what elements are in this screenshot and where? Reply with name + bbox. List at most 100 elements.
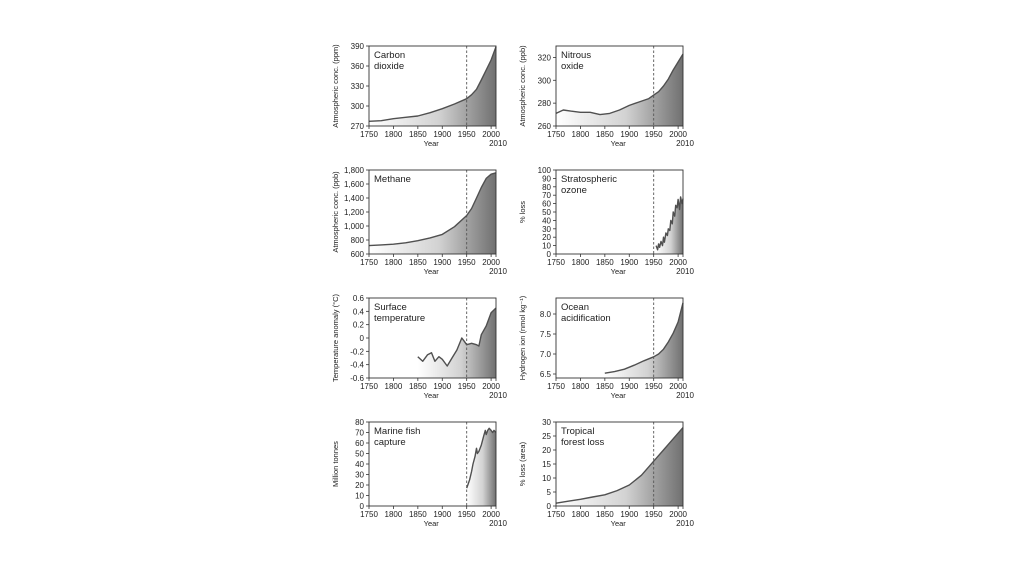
y-tick-label: 10 [355, 492, 364, 501]
x-axis-label: Year [611, 139, 627, 148]
y-tick-label: 0 [360, 334, 365, 343]
x-tick-label: 1750 [547, 382, 565, 391]
y-tick-label: 10 [542, 474, 551, 483]
chart-title: Ocean acidification [561, 302, 611, 324]
y-tick-label: 20 [542, 233, 551, 242]
y-tick-label: 100 [538, 166, 552, 175]
x-tick-label: 1800 [385, 510, 403, 519]
x-tick-label: 1950 [645, 510, 663, 519]
x-axis-label: Year [611, 391, 627, 400]
x-tick-label: 2000 [482, 130, 500, 139]
x-tick-label: 1950 [458, 258, 476, 267]
series-line [466, 427, 497, 489]
x-tick-label: 1750 [360, 258, 378, 267]
y-tick-label: 0 [360, 502, 365, 511]
series-line [368, 172, 497, 247]
y-tick-label: 70 [355, 429, 364, 438]
chart-title: Carbon dioxide [374, 50, 405, 72]
x-tick-label-2010: 2010 [676, 391, 694, 400]
x-tick-label: 2000 [669, 258, 687, 267]
x-tick-label: 1950 [458, 382, 476, 391]
x-axis-label: Year [424, 391, 440, 400]
y-tick-label: 7.5 [540, 330, 552, 339]
y-tick-label: 30 [542, 225, 551, 234]
y-tick-label: 600 [351, 250, 365, 259]
y-tick-label: 30 [542, 418, 551, 427]
x-axis-label: Year [424, 267, 440, 276]
y-tick-label: 90 [542, 174, 551, 183]
x-tick-label: 2000 [669, 130, 687, 139]
y-tick-label: 50 [355, 450, 364, 459]
x-tick-label: 1750 [547, 510, 565, 519]
x-tick-label: 2000 [482, 258, 500, 267]
y-tick-label: 15 [542, 460, 551, 469]
y-tick-label: 40 [355, 460, 364, 469]
y-axis-label: % loss [518, 201, 527, 223]
x-axis-label: Year [611, 267, 627, 276]
series-line [417, 307, 497, 367]
y-tick-label: 1,600 [344, 180, 365, 189]
x-tick-label-2010: 2010 [489, 519, 507, 528]
series-area [417, 308, 496, 378]
x-tick-label: 1800 [572, 382, 590, 391]
y-tick-label: 330 [351, 82, 365, 91]
x-tick-label: 1950 [645, 382, 663, 391]
x-tick-label: 1900 [433, 258, 451, 267]
series-line [604, 302, 684, 374]
series-area [466, 428, 496, 506]
x-tick-label: 1850 [409, 510, 427, 519]
x-tick-label: 1850 [596, 382, 614, 391]
y-tick-label: 800 [351, 236, 365, 245]
x-tick-label: 1750 [547, 130, 565, 139]
y-tick-label: 25 [542, 432, 551, 441]
x-tick-label: 2000 [482, 510, 500, 519]
x-tick-label: 1950 [458, 130, 476, 139]
y-tick-label: 1,000 [344, 222, 365, 231]
x-tick-label-2010: 2010 [676, 139, 694, 148]
x-tick-label: 1750 [360, 130, 378, 139]
x-tick-label-2010: 2010 [489, 267, 507, 276]
chart-title: Nitrous oxide [561, 50, 591, 72]
x-tick-label: 1900 [620, 258, 638, 267]
series-line [655, 196, 684, 251]
chart-title: Tropical forest loss [561, 426, 605, 448]
series-area [369, 46, 496, 127]
y-axis-label: Atmospheric conc. (ppb) [518, 45, 527, 127]
y-tick-label: 50 [542, 208, 551, 217]
x-axis-label: Year [424, 519, 440, 528]
x-tick-label: 1800 [385, 258, 403, 267]
y-tick-label: 0.2 [353, 321, 365, 330]
x-tick-label-2010: 2010 [676, 267, 694, 276]
chart-title: Methane [374, 174, 411, 185]
chart-title: Stratospheric ozone [561, 174, 617, 196]
series-area [556, 427, 683, 506]
x-tick-label: 1900 [620, 130, 638, 139]
x-tick-label-2010: 2010 [489, 391, 507, 400]
y-tick-label: 20 [355, 481, 364, 490]
x-tick-label: 1800 [572, 510, 590, 519]
y-axis-label: % loss (area) [518, 441, 527, 486]
series-area [604, 302, 683, 378]
series-area [369, 172, 496, 254]
y-tick-label: 10 [542, 242, 551, 251]
series-line [555, 53, 684, 116]
y-tick-label: 320 [538, 53, 552, 62]
x-tick-label: 1850 [409, 382, 427, 391]
x-tick-label: 1850 [596, 258, 614, 267]
chart-title: Marine fish capture [374, 426, 420, 448]
x-tick-label: 1800 [385, 382, 403, 391]
x-tick-label: 1900 [433, 510, 451, 519]
y-axis-label: Atmospheric conc. (ppb) [331, 171, 340, 253]
y-tick-label: 20 [542, 446, 551, 455]
y-tick-label: 80 [542, 183, 551, 192]
y-tick-label: 30 [355, 471, 364, 480]
x-tick-label: 1750 [547, 258, 565, 267]
y-tick-label: 8.0 [540, 310, 552, 319]
y-tick-label: 0.6 [353, 294, 365, 303]
y-tick-label: 1,200 [344, 208, 365, 217]
series-line [555, 427, 684, 504]
y-tick-label: 360 [351, 62, 365, 71]
